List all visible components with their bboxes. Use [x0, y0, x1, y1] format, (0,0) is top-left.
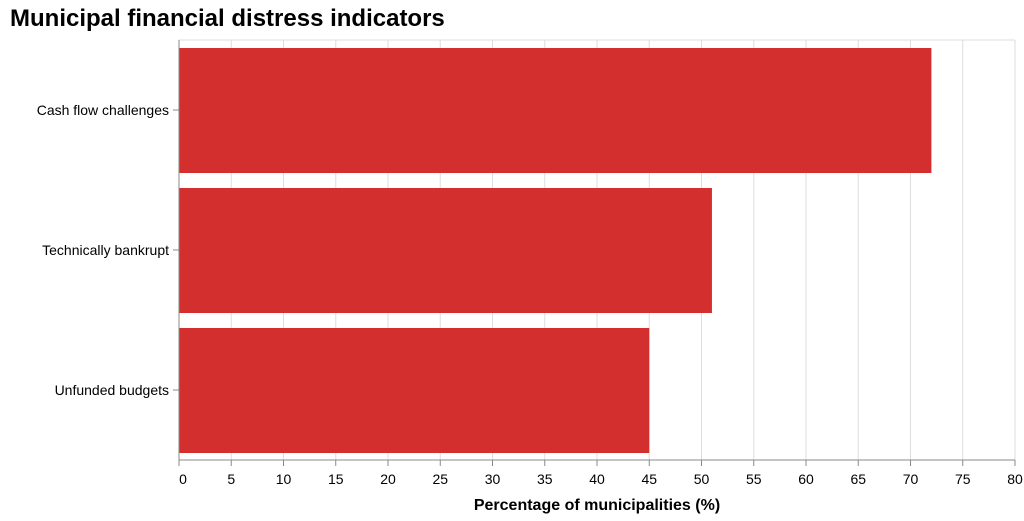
bar: [179, 48, 932, 173]
category-labels: Cash flow challenges Technically bankrupt…: [37, 102, 169, 398]
category-label: Unfunded budgets: [55, 382, 169, 398]
x-tick-label: 45: [641, 471, 657, 487]
x-tick-label: 40: [589, 471, 605, 487]
axes: [173, 40, 1016, 466]
x-tick-label: 65: [850, 471, 866, 487]
x-tick-label: 80: [1007, 471, 1023, 487]
category-label: Cash flow challenges: [37, 102, 169, 118]
x-tick-label: 20: [380, 471, 396, 487]
tick-labels: 0 5 10 15 20 25 30 35 40 45 50 55 60 65 70 75 80: [179, 471, 1023, 487]
bars: [179, 48, 932, 453]
x-tick-label: 15: [328, 471, 344, 487]
x-tick-label: 0: [179, 471, 187, 487]
x-tick-label: 70: [903, 471, 919, 487]
x-tick-label: 10: [276, 471, 292, 487]
x-tick-label: 55: [746, 471, 762, 487]
x-tick-label: 60: [798, 471, 814, 487]
x-tick-label: 25: [432, 471, 448, 487]
chart-title: Municipal financial distress indicators: [10, 5, 445, 32]
x-tick-label: 35: [537, 471, 553, 487]
category-label: Technically bankrupt: [42, 242, 169, 258]
x-tick-label: 5: [227, 471, 235, 487]
x-tick-label: 75: [955, 471, 971, 487]
x-axis-title: Percentage of municipalities (%): [474, 497, 720, 514]
x-tick-label: 30: [485, 471, 501, 487]
bar: [179, 188, 712, 313]
bar: [179, 328, 650, 453]
x-tick-label: 50: [694, 471, 710, 487]
